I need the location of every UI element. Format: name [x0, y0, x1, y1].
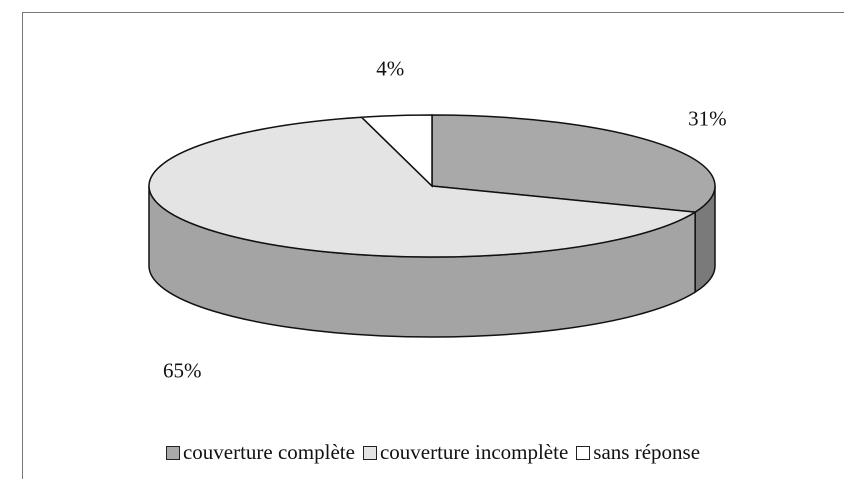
legend-entry: couverture incomplète — [362, 440, 569, 465]
legend: couverture complète couverture incomplète… — [22, 440, 844, 465]
chart-frame — [22, 12, 844, 479]
pie-slice — [359, 114, 433, 188]
legend-swatch — [362, 445, 377, 460]
legend-entry: couverture complète — [165, 440, 355, 465]
legend-swatch — [165, 445, 180, 460]
pie-slice — [431, 114, 716, 213]
data-label: 65% — [163, 359, 202, 383]
legend-entry: sans réponse — [576, 440, 700, 465]
legend-label: sans réponse — [593, 440, 701, 464]
legend-label: couverture complète — [182, 440, 355, 464]
data-label: 4% — [376, 57, 404, 81]
legend-swatch — [576, 445, 591, 460]
data-label: 31% — [688, 107, 727, 131]
legend-label: couverture incomplète — [379, 440, 569, 464]
pie — [148, 114, 716, 338]
pie-slice — [148, 116, 698, 258]
